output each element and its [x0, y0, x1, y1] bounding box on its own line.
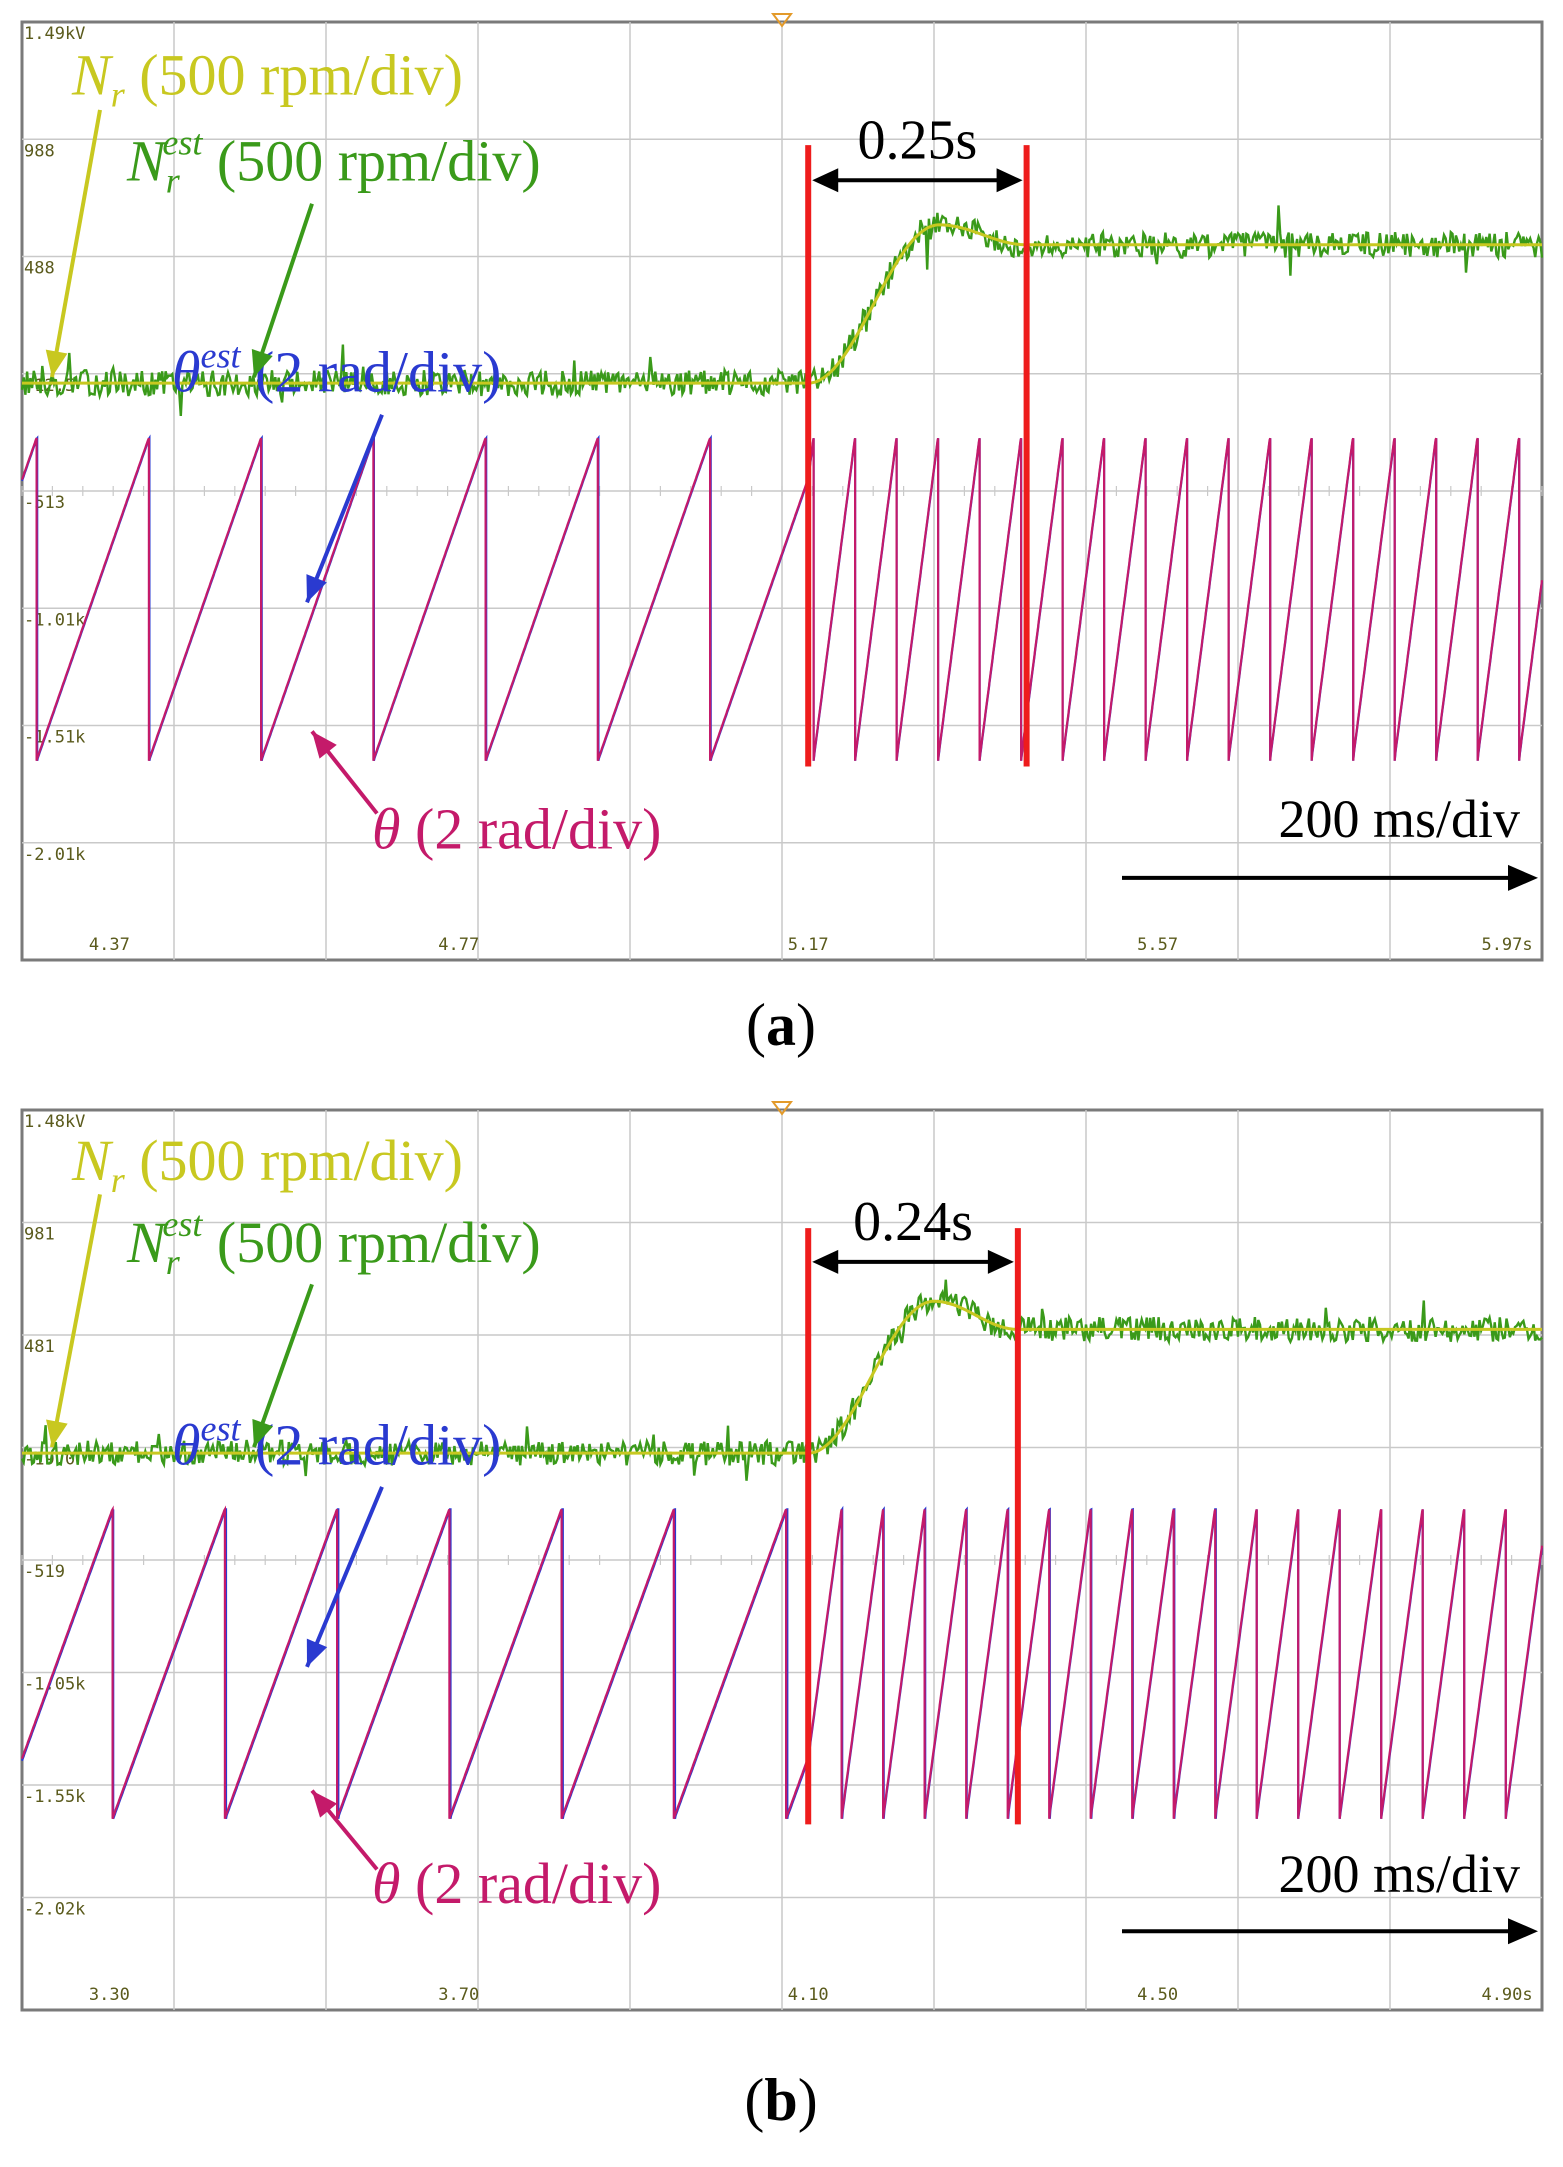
trigger-marker: [771, 13, 793, 28]
trigger-marker: [771, 1101, 793, 1116]
arrow-nr-est-head: [252, 1418, 274, 1448]
label-part: est: [162, 1204, 203, 1244]
label-part: r: [166, 1242, 181, 1282]
y-tick-label: -513: [24, 493, 65, 513]
x-tick-label: 5.17: [788, 935, 829, 955]
interval-label: 0.25s: [858, 109, 978, 171]
arrow-nr-line: [50, 109, 102, 378]
label-part: a: [766, 992, 796, 1058]
label-part: N: [126, 128, 169, 193]
series-theta-line: [20, 437, 1544, 761]
arrow-nr-head: [46, 1419, 68, 1448]
y-tick-label: -2.01k: [24, 845, 85, 865]
interval-arrowhead-right: [996, 168, 1023, 193]
x-tick-label: 3.30: [89, 1985, 130, 2005]
time-div-arrowhead: [1508, 864, 1538, 891]
y-tick-label: -2.02k: [24, 1900, 85, 1920]
label-part: ): [796, 992, 816, 1058]
x-tick-label: 4.37: [89, 935, 130, 955]
label-part: (: [746, 992, 766, 1058]
label-part: b: [764, 2067, 797, 2133]
arrow-theta-est-head: [306, 1638, 328, 1667]
x-tick-label: 4.10: [788, 1985, 829, 2005]
series-nr-line: [22, 1299, 1542, 1455]
series-nr-est-line: [20, 205, 1544, 416]
x-tick-label: 5.57: [1137, 935, 1178, 955]
panel-caption: (a): [746, 992, 816, 1058]
label-part: (500 rpm/div): [125, 1128, 463, 1193]
y-tick-label: 981: [24, 1225, 55, 1245]
time-div-arrowhead: [1508, 1918, 1538, 1945]
label-part: r: [111, 1160, 126, 1200]
label-part: (500 rpm/div): [202, 128, 540, 193]
time-div-label: 200 ms/div: [1278, 1844, 1520, 1904]
label-part: θ: [172, 1412, 201, 1477]
x-tick-label: 4.90s: [1481, 1985, 1532, 2005]
label-part: N: [71, 43, 114, 108]
label-part: (2 rad/div): [401, 1851, 662, 1916]
arrow-nr-est-head: [251, 348, 273, 378]
label-theta-est: θest (2 rad/div): [172, 1408, 501, 1477]
interval-arrowhead-right: [987, 1249, 1014, 1274]
panel-caption: (b): [744, 2067, 817, 2133]
label-part: ): [798, 2067, 818, 2133]
y-tick-label: -519: [24, 1562, 65, 1582]
panel-a: 1.49kV988488-12.5-513-1.01k-1.51k-2.01k4…: [20, 13, 1544, 1058]
label-nr-est: Nrest (500 rpm/div): [126, 122, 541, 200]
arrow-theta-est-line: [305, 414, 384, 604]
y-tick-label: -1.55k: [24, 1787, 85, 1807]
label-part: r: [111, 75, 126, 115]
time-div-label: 200 ms/div: [1278, 789, 1520, 849]
y-tick-label: 481: [24, 1337, 55, 1357]
label-nr: Nr (500 rpm/div): [71, 43, 463, 115]
x-tick-label: 4.50: [1137, 1985, 1178, 2005]
label-part: (2 rad/div): [241, 339, 502, 404]
label-part: (2 rad/div): [401, 797, 662, 862]
label-part: θ: [172, 339, 201, 404]
label-part: N: [126, 1210, 169, 1275]
x-tick-label: 4.77: [438, 935, 479, 955]
series-theta-line: [20, 1505, 1544, 1820]
arrow-nr-est-line: [252, 1283, 314, 1448]
arrow-theta-est-line: [305, 1486, 384, 1668]
arrow-nr-head: [45, 349, 68, 378]
label-part: N: [71, 1128, 114, 1193]
label-part: r: [166, 160, 181, 200]
label-part: est: [201, 335, 242, 375]
y-tick-label: 1.48kV: [24, 1112, 85, 1132]
y-tick-label: 988: [24, 141, 55, 161]
arrow-theta-head: [312, 731, 337, 759]
label-nr: Nr (500 rpm/div): [71, 1128, 463, 1200]
label-theta: θ (2 rad/div): [372, 1851, 661, 1916]
label-part: (500 rpm/div): [202, 1210, 540, 1275]
label-part: θ: [372, 1851, 401, 1916]
arrow-nr-line: [50, 1194, 102, 1448]
interval-label: 0.24s: [853, 1191, 973, 1253]
series-nr-line: [22, 223, 1542, 385]
arrow-theta-est-head: [306, 574, 327, 603]
y-tick-label: -1.05k: [24, 1675, 85, 1695]
label-part: est: [162, 122, 203, 162]
label-part: (500 rpm/div): [125, 43, 463, 108]
y-tick-label: -1.51k: [24, 728, 85, 748]
label-part: (: [744, 2067, 764, 2133]
label-nr-est: Nrest (500 rpm/div): [126, 1204, 541, 1282]
arrow-nr-est-line: [252, 203, 314, 378]
panel-b: 1.48kV981481-19.0-519-1.05k-1.55k-2.02k3…: [20, 1101, 1544, 2133]
x-tick-label: 5.97s: [1481, 935, 1532, 955]
label-part: θ: [372, 797, 401, 862]
arrow-theta-head: [312, 1790, 338, 1818]
y-tick-label: -1.01k: [24, 610, 85, 630]
label-theta-est: θest (2 rad/div): [172, 335, 501, 404]
interval-arrowhead-left: [812, 168, 839, 193]
label-part: est: [201, 1408, 242, 1448]
label-part: (2 rad/div): [241, 1412, 502, 1477]
label-theta: θ (2 rad/div): [372, 797, 661, 862]
y-tick-label: 1.49kV: [24, 24, 85, 44]
y-tick-label: 488: [24, 259, 55, 279]
interval-arrowhead-left: [812, 1249, 839, 1274]
x-tick-label: 3.70: [438, 1985, 479, 2005]
